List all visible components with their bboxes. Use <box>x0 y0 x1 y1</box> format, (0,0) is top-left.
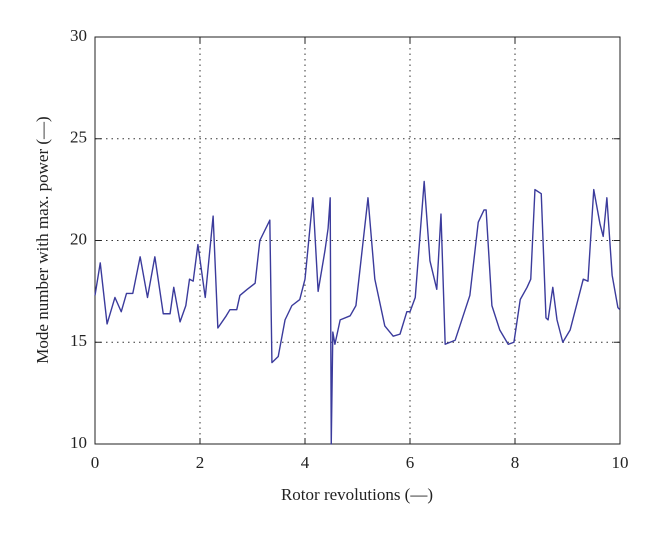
data-line <box>94 180 621 445</box>
x-tick-label: 6 <box>406 453 415 472</box>
x-tick-label: 8 <box>511 453 520 472</box>
plot-frame <box>94 36 621 445</box>
y-tick-label: 10 <box>70 433 87 452</box>
x-axis-label: Rotor revolutions (—) <box>281 485 433 504</box>
x-tick-label: 0 <box>91 453 100 472</box>
x-tick-label: 2 <box>196 453 205 472</box>
y-tick-label: 30 <box>70 26 87 45</box>
y-tick-label: 20 <box>70 229 87 248</box>
y-tick-label: 15 <box>70 331 87 350</box>
x-tick-label: 10 <box>612 453 629 472</box>
y-tick-label: 25 <box>70 128 87 147</box>
y-axis-label: Mode number with max. power (—) <box>33 116 52 363</box>
x-tick-label: 4 <box>301 453 310 472</box>
